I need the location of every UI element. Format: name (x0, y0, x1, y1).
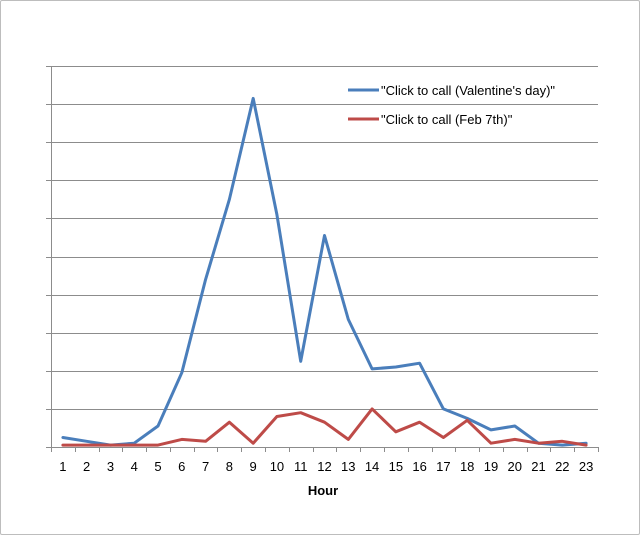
gridlines (51, 66, 598, 410)
x-tick-label: 6 (178, 459, 185, 474)
x-tick-label: 1 (59, 459, 66, 474)
x-tick-label: 19 (484, 459, 498, 474)
legend-label-2: "Click to call (Feb 7th)" (381, 112, 513, 127)
x-tick-label: 20 (508, 459, 522, 474)
x-tick-label: 16 (412, 459, 426, 474)
x-tick-label: 23 (579, 459, 593, 474)
legend: "Click to call (Valentine's day)" "Click … (348, 83, 555, 127)
x-tick-label: 13 (341, 459, 355, 474)
x-tick-label: 4 (131, 459, 138, 474)
x-tick-label: 9 (250, 459, 257, 474)
x-tick-label: 11 (294, 459, 308, 474)
x-tick-label: 8 (226, 459, 233, 474)
series-lines (61, 96, 588, 447)
axes: 1 2 3 4 5 6 7 8 9 10 11 12 13 14 15 16 17 18 19 20 21 22 23 (46, 66, 599, 474)
x-tick-label: 2 (83, 459, 90, 474)
x-tick-label: 14 (365, 459, 379, 474)
x-tick-label: 7 (202, 459, 209, 474)
x-tick-label: 3 (107, 459, 114, 474)
x-axis-title: Hour (308, 483, 338, 498)
x-tick-label: 21 (531, 459, 545, 474)
x-tick-label: 17 (436, 459, 450, 474)
x-tick-label: 5 (154, 459, 161, 474)
series-line-1 (61, 96, 588, 447)
series-line-2 (61, 407, 588, 447)
x-tick-label: 12 (317, 459, 331, 474)
x-tick-label: 15 (389, 459, 403, 474)
legend-label-1: "Click to call (Valentine's day)" (381, 83, 555, 98)
x-tick-label: 10 (270, 459, 284, 474)
x-tick-label: 18 (460, 459, 474, 474)
x-tick-label: 22 (555, 459, 569, 474)
